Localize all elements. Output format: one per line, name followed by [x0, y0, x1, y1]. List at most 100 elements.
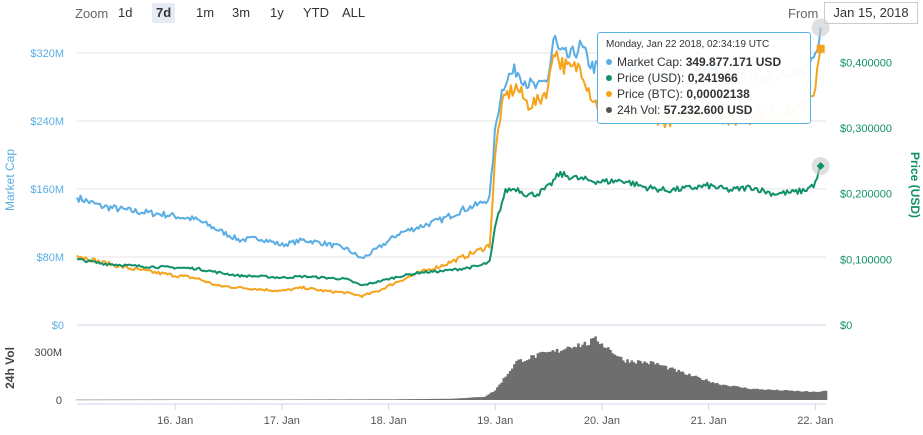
volume-bar	[216, 399, 220, 401]
volume-bar	[325, 399, 328, 400]
zoom-all-button[interactable]: ALL	[342, 5, 366, 20]
volume-bar	[297, 399, 301, 400]
volume-bar	[589, 338, 593, 400]
volume-bar	[628, 362, 631, 400]
volume-bar	[402, 399, 405, 400]
volume-bar	[86, 399, 89, 401]
volume-bar	[99, 399, 102, 401]
volume-bar	[775, 389, 779, 400]
volume-bar	[572, 346, 576, 400]
zoom-7d-button[interactable]: 7d	[152, 3, 176, 23]
volume-bar	[417, 399, 420, 400]
volume-bar	[75, 399, 79, 401]
volume-bar	[801, 391, 804, 400]
volume-bar	[173, 399, 177, 401]
tooltip-label: Price (USD)	[617, 71, 682, 85]
right-tick-label: $0,400000	[840, 57, 892, 69]
volume-bar	[387, 399, 390, 400]
volume-bar	[237, 399, 241, 401]
volume-bar	[143, 399, 147, 401]
volume-tick-label: 300M	[34, 347, 62, 359]
volume-bar	[651, 361, 655, 400]
volume-bar	[615, 355, 619, 400]
volume-bar	[592, 337, 595, 400]
left-tick-label: $80M	[36, 252, 64, 264]
zoom-ytd-button[interactable]: YTD	[303, 5, 329, 20]
volume-bar	[118, 399, 121, 401]
volume-bar	[611, 353, 614, 400]
volume-bar	[451, 398, 454, 400]
volume-bar	[493, 390, 497, 400]
volume-bar	[767, 389, 770, 400]
volume-tick-label: 0	[56, 395, 62, 407]
volume-bar	[429, 398, 433, 400]
zoom-1y-button[interactable]: 1y	[270, 5, 284, 20]
from-date-input[interactable]: Jan 15, 2018	[824, 2, 918, 24]
volume-bar	[265, 399, 269, 401]
volume-bar	[741, 387, 745, 400]
volume-bar	[357, 399, 360, 400]
tooltip-value: 349.877.171 USD	[685, 55, 782, 69]
volume-bar	[154, 399, 158, 401]
volume-bar	[562, 349, 565, 400]
volume-bar	[146, 399, 149, 401]
volume-bar	[376, 399, 380, 400]
volume-bar	[673, 368, 676, 400]
volume-bar	[777, 390, 781, 400]
volume-bar	[434, 398, 437, 400]
volume-bar	[188, 399, 192, 400]
volume-bar	[359, 399, 363, 400]
volume-bar	[596, 341, 599, 400]
volume-bar	[773, 390, 777, 400]
volume-bar	[259, 399, 262, 400]
volume-bar	[779, 390, 783, 400]
market-cap-dot	[606, 59, 612, 65]
volume-bar	[747, 389, 751, 400]
volume-bar	[432, 398, 435, 400]
volume-bar	[790, 390, 794, 400]
volume-bar	[210, 399, 213, 401]
volume-bar	[662, 365, 666, 400]
volume-bar	[148, 399, 151, 401]
volume-bar	[231, 399, 235, 401]
zoom-label: Zoom	[75, 6, 109, 21]
volume-bar	[158, 399, 162, 401]
volume-bar	[538, 352, 542, 400]
zoom-1m-button[interactable]: 1m	[196, 5, 215, 20]
volume-bar	[575, 347, 578, 400]
x-tick-label: 22. Jan	[797, 415, 833, 427]
volume-bar	[459, 398, 463, 400]
volume-bar	[794, 390, 798, 400]
volume-bar	[641, 363, 644, 400]
volume-bar	[382, 399, 386, 400]
volume-bar	[677, 369, 681, 400]
volume-bar	[229, 399, 232, 401]
tooltip-row-volume: 24h Vol: 57.232.600 USD	[606, 103, 752, 118]
volume-bar	[427, 398, 431, 400]
volume-bar	[498, 384, 501, 400]
volume-bar	[816, 392, 819, 400]
volume-bar	[521, 362, 525, 400]
right-tick-label: $0,200000	[840, 189, 892, 201]
volume-bar	[771, 389, 774, 400]
volume-bar	[284, 399, 288, 400]
left-tick-label: $320M	[30, 48, 64, 60]
x-tick-label: 19. Jan	[477, 415, 513, 427]
right-axis-title: Price (USD)	[908, 152, 922, 218]
zoom-3m-button[interactable]: 3m	[232, 5, 251, 20]
volume-bar	[668, 367, 672, 400]
volume-bar	[218, 399, 222, 400]
volume-bar	[94, 399, 98, 401]
volume-bar	[557, 352, 561, 400]
volume-bar	[540, 351, 544, 400]
volume-bar	[504, 376, 508, 400]
tooltip-value: 0,00002138	[686, 87, 750, 101]
volume-bar	[404, 399, 407, 400]
zoom-1d-button[interactable]: 1d	[118, 5, 133, 20]
volume-bar	[647, 364, 651, 400]
volume-bar	[222, 399, 226, 400]
volume-bar	[461, 398, 465, 400]
volume-bar	[632, 362, 636, 400]
volume-bar	[545, 352, 548, 400]
